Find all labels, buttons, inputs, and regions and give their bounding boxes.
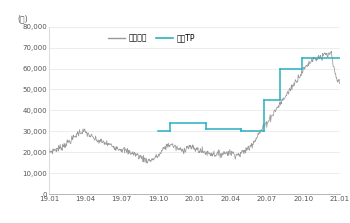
Text: (원): (원) [17,14,28,23]
Legend: 오스코텍, 수정TP: 오스코텍, 수정TP [105,31,199,46]
